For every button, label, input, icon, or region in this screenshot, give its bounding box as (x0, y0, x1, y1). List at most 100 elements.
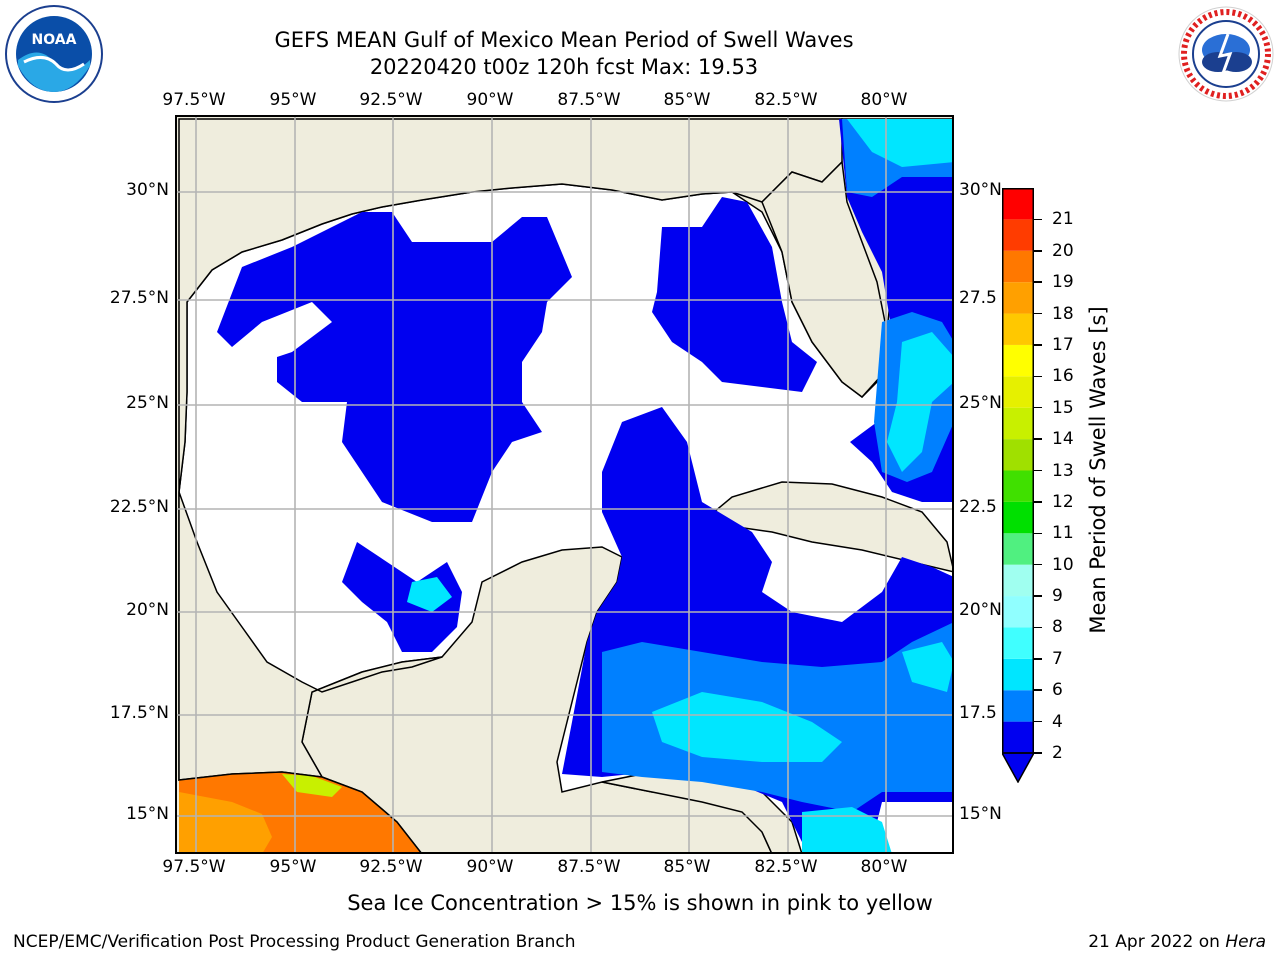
colorbar-segment (1002, 188, 1034, 220)
date-text: 21 Apr 2022 on (1088, 932, 1220, 952)
colorbar-tick (1034, 595, 1042, 597)
map-panel (175, 115, 954, 854)
graticule (177, 117, 952, 852)
colorbar-segment (1002, 470, 1034, 502)
lat-tick-right: 30°N (959, 180, 1002, 200)
lat-tick-left: 15°N (126, 804, 169, 824)
colorbar-segment (1002, 533, 1034, 565)
colorbar-tick-label: 4 (1052, 711, 1063, 732)
colorbar-tick (1034, 312, 1042, 315)
colorbar-tick (1034, 281, 1042, 283)
swell-contour-6-7 (887, 332, 952, 472)
sea-ice-note-text: Sea Ice Concentration > 15% is shown in … (347, 891, 933, 915)
lon-tick-top: 90°W (466, 90, 514, 110)
colorbar-tick (1034, 218, 1042, 221)
colorbar-tick (1034, 250, 1042, 252)
lat-tick-right: 22.5 (959, 497, 997, 517)
colorbar-segment (1002, 596, 1034, 628)
colorbar-tick-label: 16 (1052, 366, 1074, 387)
colorbar-tick-label: 17 (1052, 334, 1074, 355)
colorbar (1002, 188, 1034, 783)
lon-tick-bottom: 95°W (269, 857, 317, 877)
colorbar-tick-label: 14 (1052, 429, 1074, 450)
colorbar-tick-label: 12 (1052, 491, 1074, 512)
colorbar-tick (1034, 438, 1042, 440)
pacific-swell-region-orange (179, 792, 272, 852)
lat-tick-right: 15°N (959, 804, 1002, 824)
swell-contour-6-7 (802, 807, 892, 852)
colorbar-tick (1034, 689, 1042, 691)
colorbar-tick-label: 19 (1052, 272, 1074, 293)
colorbar-tick (1034, 406, 1042, 409)
colorbar-segment (1002, 376, 1034, 408)
pacific-swell-region-yellow (282, 774, 342, 797)
colorbar-segment (1002, 721, 1034, 753)
colorbar-tick-label: 20 (1052, 240, 1074, 261)
colorbar-segment (1002, 313, 1034, 345)
colorbar-tick-label: 18 (1052, 303, 1074, 324)
colorbar-label: Mean Period of Swell Waves [s] (1086, 306, 1110, 634)
lon-tick-top: 95°W (269, 90, 317, 110)
colorbar-segment (1002, 407, 1034, 440)
colorbar-tick (1034, 563, 1042, 566)
lat-tick-left: 27.5°N (109, 288, 169, 308)
lon-tick-bottom: 82.5°W (754, 857, 818, 877)
swell-contour-2-4 (652, 197, 817, 392)
credit-line: NCEP/EMC/Verification Post Processing Pr… (13, 932, 576, 952)
lat-tick-right: 17.5 (959, 703, 997, 723)
colorbar-outline (1002, 188, 1034, 754)
lon-tick-bottom: 85°W (663, 857, 711, 877)
colorbar-tick-label: 15 (1052, 397, 1074, 418)
host-name: Hera (1225, 932, 1266, 952)
colorbar-tick (1034, 752, 1042, 754)
colorbar-tick-label: 21 (1052, 209, 1074, 230)
sea-ice-note: Sea Ice Concentration > 15% is shown in … (0, 891, 1280, 915)
colorbar-tick (1034, 469, 1042, 472)
colorbar-tick (1034, 375, 1042, 378)
lon-tick-bottom: 92.5°W (359, 857, 423, 877)
colorbar-tick (1034, 626, 1042, 629)
chart-subtitle: 20220420 t00z 120h fcst Max: 19.53 (369, 55, 759, 79)
colorbar-tick-label: 7 (1052, 648, 1063, 669)
lon-tick-top: 85°W (663, 90, 711, 110)
colorbar-extend-min (1002, 752, 1034, 783)
noaa-logo: NOAA (5, 5, 103, 103)
coastline (178, 771, 422, 852)
lat-tick-left: 17.5°N (109, 703, 169, 723)
swell-contour-6-7 (407, 577, 452, 612)
colorbar-tick-label: 9 (1052, 586, 1063, 607)
lon-tick-bottom: 80°W (860, 857, 908, 877)
colorbar-tick-label: 11 (1052, 523, 1074, 544)
colorbar-segment (1002, 219, 1034, 251)
lon-tick-top: 80°W (860, 90, 908, 110)
colorbar-segment (1002, 282, 1034, 314)
colorbar-segment (1002, 501, 1034, 534)
colorbar-tick (1034, 532, 1042, 535)
colorbar-tick-label: 6 (1052, 680, 1063, 701)
colorbar-segment (1002, 627, 1034, 659)
lon-tick-top: 92.5°W (359, 90, 423, 110)
colorbar-tick-label: 13 (1052, 460, 1074, 481)
lat-tick-left: 22.5°N (109, 497, 169, 517)
colorbar-tick (1034, 501, 1042, 503)
lon-tick-bottom: 90°W (466, 857, 514, 877)
colorbar-segment (1002, 344, 1034, 377)
swell-contour-6-7 (902, 642, 952, 692)
cuba-land (700, 481, 952, 573)
swell-period-map (177, 117, 952, 852)
lat-tick-left: 25°N (126, 393, 169, 413)
swell-contour-2-4 (342, 542, 462, 652)
lat-tick-right: 20°N (959, 600, 1002, 620)
colorbar-segment (1002, 439, 1034, 471)
lat-tick-left: 20°N (126, 600, 169, 620)
colorbar-tick (1034, 720, 1042, 723)
svg-text:NOAA: NOAA (32, 32, 77, 48)
chart-title: GEFS MEAN Gulf of Mexico Mean Period of … (274, 28, 854, 52)
colorbar-tick (1034, 658, 1042, 660)
colorbar-tick (1034, 344, 1042, 346)
colorbar-tick-label: 8 (1052, 617, 1063, 638)
lat-tick-right: 25°N (959, 393, 1002, 413)
lat-tick-left: 30°N (126, 180, 169, 200)
colorbar-tick-label: 2 (1052, 743, 1063, 763)
lon-tick-top: 82.5°W (754, 90, 818, 110)
